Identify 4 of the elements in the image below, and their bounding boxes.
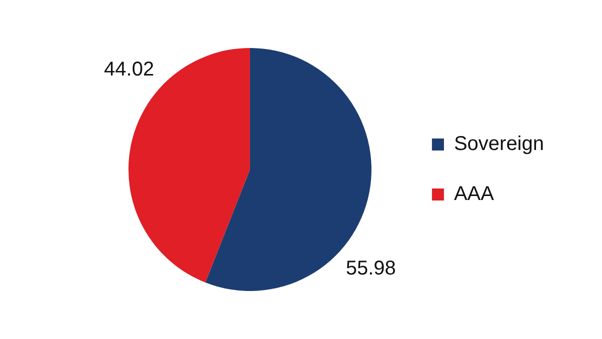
legend-label: AAA bbox=[454, 183, 495, 206]
data-label: 44.02 bbox=[104, 58, 154, 81]
data-label: 55.98 bbox=[346, 257, 396, 280]
legend-label: Sovereign bbox=[454, 133, 544, 156]
